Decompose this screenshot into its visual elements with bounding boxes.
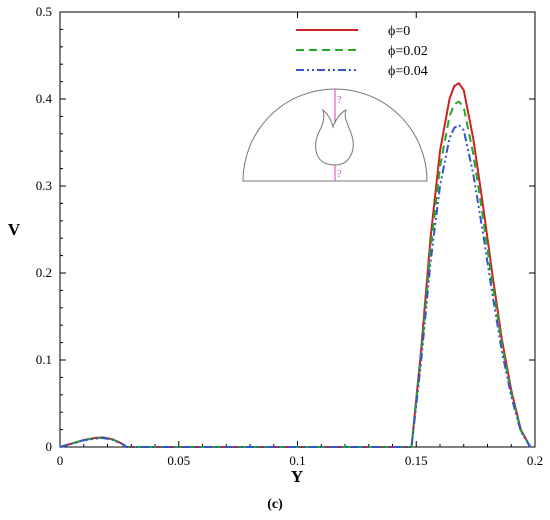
axis-ticks: [59, 11, 536, 448]
legend-label-2: ϕ=0.04: [388, 64, 428, 79]
y-tick-label: 0.2: [36, 265, 52, 280]
series-line-1: [59, 100, 532, 448]
x-tick-label: 0.1: [289, 453, 305, 468]
legend-label-1: ϕ=0.02: [388, 44, 428, 59]
series-lines: [59, 82, 532, 448]
y-tick-label: 0.3: [36, 178, 52, 193]
x-tick-label: 0.15: [405, 453, 428, 468]
y-tick-label: 0: [46, 439, 53, 454]
y-axis-title: V: [8, 220, 21, 239]
x-tick-label: 0: [57, 453, 64, 468]
plot-frame: [59, 11, 536, 448]
inset-diagram: ? ?: [242, 88, 428, 182]
x-axis-title: Y: [291, 467, 303, 486]
x-tick-label: 0.2: [527, 453, 543, 468]
y-tick-label: 0.1: [36, 352, 52, 367]
y-tick-label: 0.5: [36, 4, 52, 19]
x-tick-labels: 0 0.05 0.1 0.15 0.2: [57, 453, 543, 468]
legend-label-0: ϕ=0: [388, 24, 410, 39]
legend: ϕ=0 ϕ=0.02 ϕ=0.04: [296, 24, 428, 79]
x-tick-label: 0.05: [167, 453, 190, 468]
figure-caption: (c): [267, 497, 283, 512]
inset-marker-bottom: ?: [337, 169, 342, 180]
inset-flame: [315, 108, 354, 166]
inset-marker-top: ?: [337, 95, 342, 106]
y-tick-labels: 0 0.1 0.2 0.3 0.4 0.5: [36, 4, 53, 454]
y-tick-label: 0.4: [36, 91, 53, 106]
chart: 0 0.05 0.1 0.15 0.2 0 0.1 0.2 0.3 0.4 0.5 Y V ? ?…: [8, 4, 543, 486]
